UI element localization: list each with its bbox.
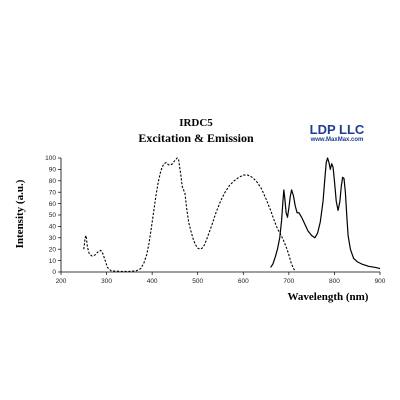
logo-url: www.MaxMax.com [310,137,364,143]
logo-name: LDP LLC [310,122,365,137]
y-axis-label: Intensity (a.u.) [14,179,26,248]
x-tick-label: 500 [192,278,203,285]
y-tick-label: 40 [49,224,57,231]
y-ticks: 0 10 20 30 40 50 60 70 80 90 100 [45,155,61,276]
x-tick-label: 300 [101,278,112,285]
y-tick-label: 90 [49,167,57,174]
x-axis-label: Wavelength (nm) [288,291,369,303]
chart-subtitle: Excitation & Emission [138,131,254,145]
chart-title: IRDC5 [179,117,213,129]
x-tick-label: 900 [375,278,386,285]
x-tick-label: 600 [238,278,249,285]
x-tick-label: 400 [147,278,158,285]
y-tick-label: 100 [45,155,56,162]
y-tick-label: 50 [49,212,57,219]
x-tick-label: 200 [56,278,67,285]
y-tick-label: 0 [52,269,56,276]
y-tick-label: 80 [49,178,57,185]
excitation-series-line [83,157,297,272]
company-logo: LDP LLC www.MaxMax.com [310,122,365,143]
y-tick-label: 10 [49,258,57,265]
y-tick-label: 20 [49,246,57,253]
emission-series-line [270,157,381,270]
y-tick-label: 60 [49,201,57,208]
x-ticks: 200 300 400 500 600 700 800 900 [56,272,386,285]
series-layer [83,157,381,272]
y-tick-label: 30 [49,235,57,242]
y-tick-label: 70 [49,189,57,196]
x-tick-label: 700 [283,278,294,285]
x-tick-label: 800 [329,278,340,285]
